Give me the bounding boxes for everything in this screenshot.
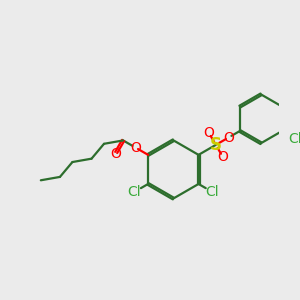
Text: Cl: Cl	[289, 132, 300, 145]
Text: Cl: Cl	[128, 185, 141, 199]
Text: O: O	[217, 150, 228, 164]
Text: O: O	[110, 147, 121, 160]
Text: Cl: Cl	[206, 185, 219, 199]
Text: O: O	[203, 126, 214, 140]
Text: O: O	[223, 131, 234, 145]
Text: S: S	[210, 136, 222, 154]
Text: O: O	[130, 141, 141, 154]
